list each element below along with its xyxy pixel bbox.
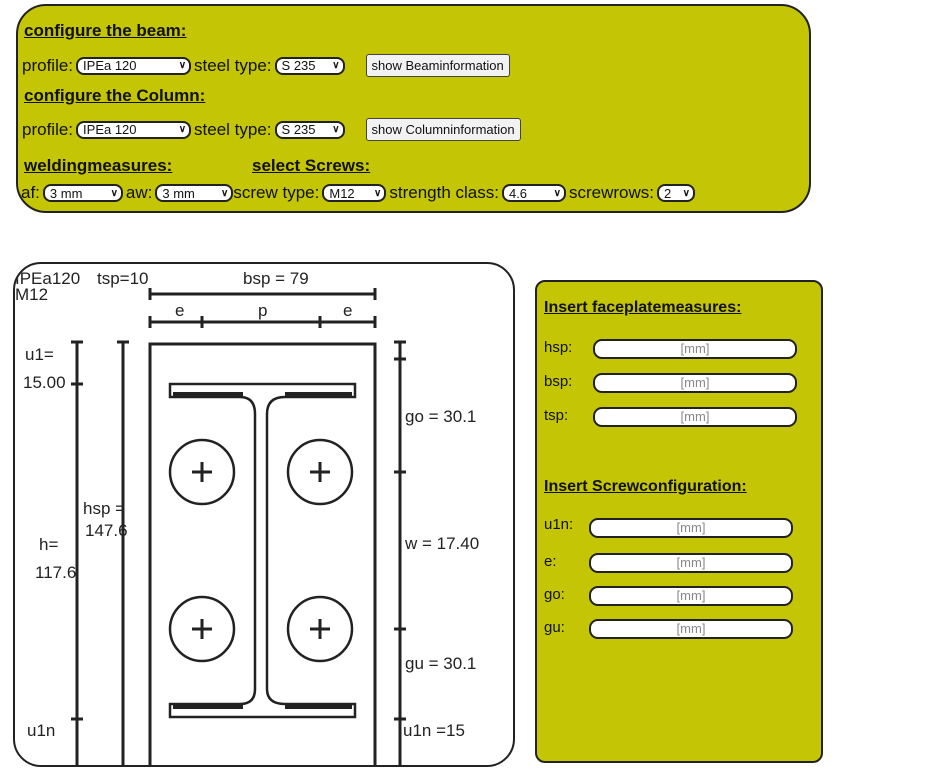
drawing-u1n-right: u1n =15 bbox=[403, 721, 465, 740]
beam-steel-select[interactable]: S 235 ∨ bbox=[274, 56, 345, 75]
tsp-label: tsp: bbox=[544, 407, 569, 424]
column-profile-value: IPEa 120 bbox=[83, 122, 137, 137]
faceplate-drawing-svg: IPEa120 M12 tsp=10 bsp = 79 e p e u1= 15… bbox=[15, 269, 479, 765]
drawing-hsp-value: 147.6 bbox=[85, 521, 128, 540]
screwrows-select[interactable]: 2 ∨ bbox=[656, 184, 695, 202]
drawing-h-value: 117.6 bbox=[35, 563, 76, 582]
screwrows-label: screwrows: bbox=[568, 183, 654, 202]
column-steel-select[interactable]: S 235 ∨ bbox=[274, 120, 345, 139]
drawing-e-right-text: e bbox=[343, 301, 352, 320]
drawing-screw-text: M12 bbox=[15, 285, 48, 304]
i-beam-profile bbox=[168, 382, 357, 719]
drawing-u1-value: 15.00 bbox=[23, 373, 66, 392]
chevron-down-icon: ∨ bbox=[221, 187, 229, 199]
drawing-e-left-text: e bbox=[175, 301, 184, 320]
drawing-go-text: go = 30.1 bbox=[405, 407, 476, 426]
bsp-label: bsp: bbox=[544, 373, 573, 390]
beam-heading: configure the beam: bbox=[24, 21, 187, 40]
beam-profile-select[interactable]: IPEa 120 ∨ bbox=[76, 56, 192, 75]
bsp-input[interactable]: [mm] bbox=[593, 373, 797, 393]
beam-row: profile: IPEa 120 ∨ steel type: S 235 ∨ … bbox=[22, 54, 510, 77]
strength-class-value: 4.6 bbox=[508, 185, 528, 201]
chevron-down-icon: ∨ bbox=[553, 187, 561, 199]
chevron-down-icon: ∨ bbox=[332, 124, 340, 135]
drawing-p-text: p bbox=[258, 301, 267, 320]
drawing-u1n-left: u1n bbox=[27, 721, 55, 740]
gu-label: gu: bbox=[544, 619, 565, 636]
u1n-input[interactable]: [mm] bbox=[589, 518, 793, 538]
screwrows-value: 2 bbox=[663, 185, 672, 201]
configuration-panel: configure the beam: profile: IPEa 120 ∨ … bbox=[16, 4, 811, 213]
go-input[interactable]: [mm] bbox=[589, 586, 793, 606]
beam-profile-label: profile: bbox=[22, 55, 74, 75]
drawing-tsp-text: tsp=10 bbox=[97, 269, 149, 288]
column-row: profile: IPEa 120 ∨ steel type: S 235 ∨ … bbox=[22, 118, 521, 141]
drawing-h-label: h= bbox=[39, 535, 58, 554]
weld-screw-row: af: 3 mm ∨ aw: 3 mm ∨ screw type: M12 ∨ … bbox=[21, 183, 698, 203]
faceplate-outline bbox=[148, 342, 377, 765]
screwconfig-heading: Insert Screwconfiguration: bbox=[544, 478, 747, 495]
drawing-hsp-label: hsp = bbox=[83, 499, 125, 518]
af-select[interactable]: 3 mm ∨ bbox=[42, 184, 123, 202]
u1n-label: u1n: bbox=[544, 516, 574, 533]
input-panel: Insert faceplatemeasures: hsp: [mm] bsp:… bbox=[535, 280, 823, 763]
e-input[interactable]: [mm] bbox=[589, 553, 793, 573]
chevron-down-icon: ∨ bbox=[110, 187, 118, 199]
af-label: af: bbox=[21, 183, 40, 202]
screws-heading: select Screws: bbox=[252, 156, 371, 175]
chevron-down-icon: ∨ bbox=[178, 60, 187, 71]
hsp-label: hsp: bbox=[544, 339, 573, 356]
gu-input[interactable]: [mm] bbox=[589, 619, 793, 639]
screw-symbols bbox=[168, 438, 354, 663]
drawing-w-text: w = 17.40 bbox=[404, 534, 479, 553]
chevron-down-icon: ∨ bbox=[332, 60, 340, 71]
hsp-input[interactable]: [mm] bbox=[593, 339, 797, 359]
af-value: 3 mm bbox=[49, 185, 83, 201]
beam-steel-value: S 235 bbox=[281, 58, 316, 73]
drawing-u1-label: u1= bbox=[25, 345, 54, 364]
screw-type-select[interactable]: M12 ∨ bbox=[322, 184, 387, 202]
e-label: e: bbox=[544, 553, 557, 570]
drawing-bsp-text: bsp = 79 bbox=[243, 269, 309, 288]
aw-select[interactable]: 3 mm ∨ bbox=[155, 184, 234, 202]
drawing-gu-text: gu = 30.1 bbox=[405, 654, 476, 673]
chevron-down-icon: ∨ bbox=[178, 124, 187, 135]
beam-steel-label: steel type: bbox=[194, 55, 272, 75]
column-profile-label: profile: bbox=[22, 119, 74, 139]
drawing-profile-text: IPEa120 bbox=[15, 269, 80, 288]
chevron-down-icon: ∨ bbox=[374, 187, 382, 199]
strength-class-label: strength class: bbox=[389, 183, 499, 202]
strength-class-select[interactable]: 4.6 ∨ bbox=[501, 184, 566, 202]
beam-profile-value: IPEa 120 bbox=[83, 58, 137, 73]
column-profile-select[interactable]: IPEa 120 ∨ bbox=[76, 120, 192, 139]
screw-type-value: M12 bbox=[329, 185, 355, 201]
chevron-down-icon: ∨ bbox=[682, 187, 690, 199]
aw-value: 3 mm bbox=[162, 185, 195, 201]
faceplate-heading: Insert faceplatemeasures: bbox=[544, 299, 742, 316]
tsp-input[interactable]: [mm] bbox=[593, 407, 797, 427]
go-label: go: bbox=[544, 586, 565, 603]
show-columninformation-button[interactable]: show Columninformation bbox=[365, 118, 521, 141]
aw-label: aw: bbox=[125, 183, 153, 202]
faceplate-drawing: IPEa120 M12 tsp=10 bsp = 79 e p e u1= 15… bbox=[13, 262, 515, 767]
show-beaminformation-button[interactable]: show Beaminformation bbox=[365, 54, 510, 77]
welding-heading: weldingmeasures: bbox=[24, 156, 173, 175]
screw-type-label: screw type: bbox=[233, 183, 320, 202]
column-steel-value: S 235 bbox=[281, 122, 316, 137]
column-heading: configure the Column: bbox=[24, 86, 206, 105]
column-steel-label: steel type: bbox=[194, 119, 272, 139]
